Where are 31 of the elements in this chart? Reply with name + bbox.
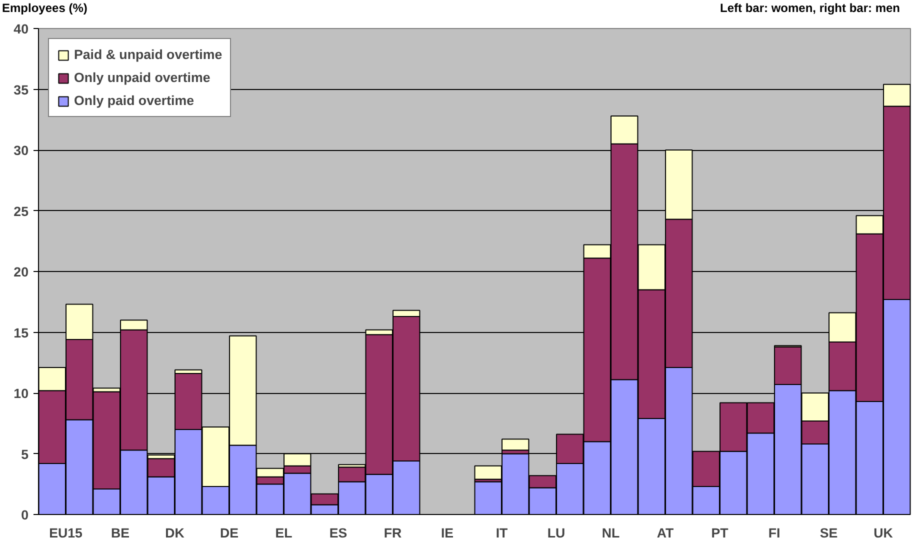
- y-tick-label: 40: [14, 22, 29, 36]
- x-tick-label: EL: [275, 526, 292, 540]
- y-tick-label: 0: [21, 508, 29, 522]
- y-tick-label: 20: [14, 264, 29, 280]
- legend-label: Only paid overtime: [74, 93, 194, 108]
- legend-label: Paid & unpaid overtime: [74, 47, 222, 62]
- x-tick-label: UK: [874, 526, 894, 540]
- text: Left bar: women, right bar: men: [720, 0, 900, 17]
- x-tick-label: PT: [711, 526, 728, 540]
- x-tick-label: IT: [496, 526, 508, 540]
- x-tick-label: DE: [220, 526, 239, 540]
- x-tick-label: AT: [656, 526, 674, 540]
- x-tick-label: BE: [110, 526, 130, 540]
- x-tick-label: FI: [768, 526, 780, 540]
- y-axis-title: Employees (%): [2, 0, 88, 17]
- x-tick-label: FR: [384, 526, 402, 540]
- y-tick-label: 15: [14, 325, 30, 340]
- legend-label: Only unpaid overtime: [74, 70, 210, 85]
- y-tick-label: 35: [14, 82, 30, 98]
- x-tick-label: NL: [602, 526, 620, 540]
- x-tick-label: LU: [547, 526, 566, 540]
- x-tick-label: IE: [440, 526, 454, 540]
- y-tick-label: 5: [21, 446, 30, 462]
- x-tick-label: DK: [165, 526, 185, 540]
- bar: [502, 438, 530, 451]
- x-tick-label: ES: [329, 526, 348, 540]
- x-tick-label: SE: [820, 526, 838, 540]
- x-tick-label: EU15: [49, 526, 84, 540]
- y-tick-label: 30: [14, 143, 29, 158]
- y-tick-label: 25: [14, 204, 30, 219]
- y-tick-label: 10: [14, 386, 29, 401]
